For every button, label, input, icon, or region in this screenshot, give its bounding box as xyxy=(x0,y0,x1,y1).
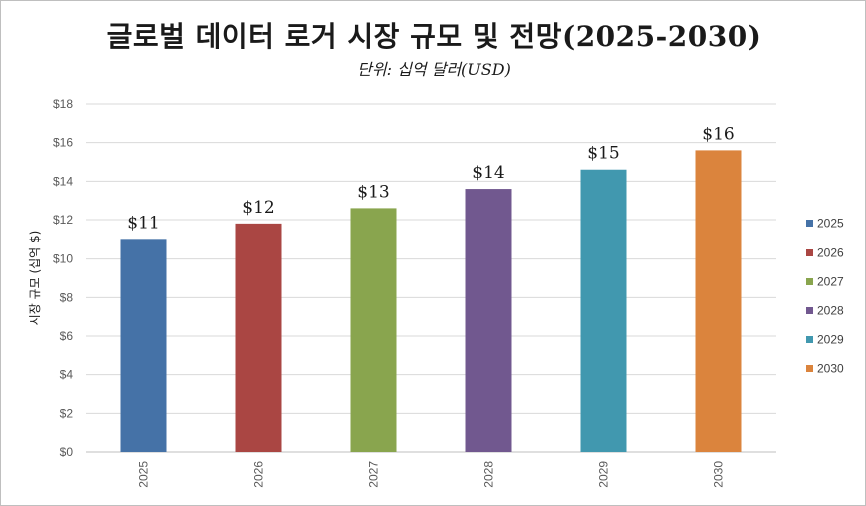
x-tick-label: 2029 xyxy=(597,461,611,488)
bar xyxy=(580,169,627,452)
legend-label: 2026 xyxy=(817,246,844,260)
data-label: $11 xyxy=(127,213,159,233)
y-tick-label: $14 xyxy=(53,174,73,188)
data-label: $13 xyxy=(357,182,389,202)
y-tick-label: $8 xyxy=(60,290,74,304)
bar xyxy=(465,189,512,453)
data-label: $15 xyxy=(587,144,619,164)
legend-label: 2025 xyxy=(817,217,844,231)
bar xyxy=(120,239,167,452)
legend-swatch xyxy=(806,307,813,314)
y-tick-label: $6 xyxy=(60,329,74,343)
bar xyxy=(695,150,742,452)
legend-swatch xyxy=(806,336,813,343)
y-axis-label: 시장 규모 (십억 $) xyxy=(28,231,42,326)
bar xyxy=(350,208,397,452)
bar xyxy=(235,223,282,452)
legend-label: 2028 xyxy=(817,304,844,318)
chart-subtitle: 단위: 십억 달러(USD) xyxy=(357,60,511,79)
data-label: $16 xyxy=(702,124,734,144)
y-tick-label: $10 xyxy=(53,252,73,266)
x-tick-label: 2026 xyxy=(252,461,266,488)
x-tick-label: 2025 xyxy=(137,461,151,488)
x-tick-label: 2030 xyxy=(712,461,726,488)
y-tick-label: $4 xyxy=(60,368,74,382)
legend-label: 2027 xyxy=(817,275,844,289)
y-tick-label: $0 xyxy=(60,445,74,459)
y-tick-label: $12 xyxy=(53,213,73,227)
y-tick-label: $18 xyxy=(53,97,73,111)
legend-swatch xyxy=(806,365,813,372)
legend-swatch xyxy=(806,278,813,285)
legend-swatch xyxy=(806,220,813,227)
legend-label: 2029 xyxy=(817,333,844,347)
y-tick-label: $2 xyxy=(60,406,74,420)
chart-title: 글로벌 데이터 로거 시장 규모 및 전망(2025-2030) xyxy=(106,20,762,53)
data-label: $12 xyxy=(242,198,274,218)
legend-swatch xyxy=(806,249,813,256)
data-label: $14 xyxy=(472,163,504,183)
legend-label: 2030 xyxy=(817,362,844,376)
x-tick-label: 2028 xyxy=(482,461,496,488)
y-tick-label: $16 xyxy=(53,136,73,150)
x-tick-label: 2027 xyxy=(367,461,381,488)
